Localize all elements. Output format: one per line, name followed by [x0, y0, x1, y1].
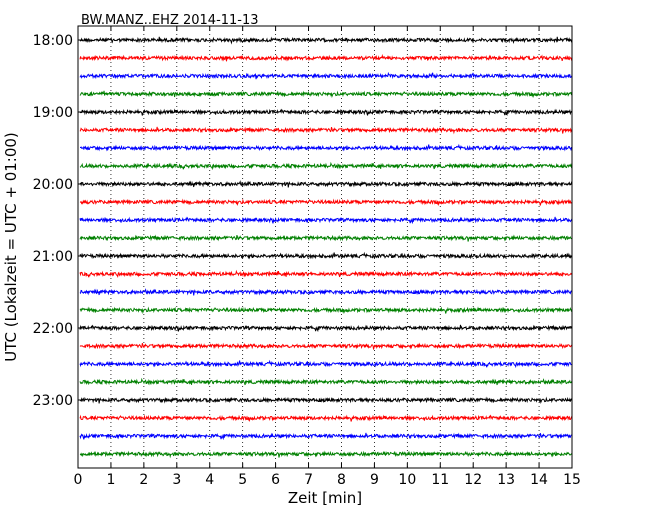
x-tick-label-1: 1 — [106, 472, 115, 488]
trace-2030 — [79, 216, 573, 225]
trace-2115 — [79, 269, 573, 279]
vertical-grid — [110, 26, 540, 468]
y-ticks: 18:00 19:00 20:00 21:00 22:00 23:00 — [33, 33, 572, 409]
chart-title: BW.MANZ..EHZ 2014-11-13 — [81, 13, 259, 28]
trace-2145 — [79, 306, 573, 315]
x-tick-label-4: 4 — [205, 472, 214, 488]
trace-1915 — [79, 126, 573, 135]
trace-2230 — [79, 359, 573, 369]
y-tick-label-2300: 23:00 — [33, 393, 73, 409]
trace-2000 — [79, 180, 573, 188]
y-tick-label-1800: 18:00 — [33, 33, 73, 49]
trace-2315 — [79, 414, 573, 423]
trace-2130 — [79, 288, 573, 296]
x-tick-label-5: 5 — [238, 472, 247, 488]
x-tick-label-2: 2 — [139, 472, 148, 488]
x-tick-label-13: 13 — [497, 472, 515, 488]
x-tick-label-11: 11 — [431, 472, 449, 488]
trace-1830 — [79, 71, 573, 80]
y-tick-label-2000: 20:00 — [33, 177, 73, 193]
trace-1845 — [79, 90, 573, 99]
plot-frame — [77, 25, 573, 469]
trace-2300 — [79, 396, 573, 404]
x-tick-label-8: 8 — [337, 472, 346, 488]
trace-1945 — [79, 161, 573, 171]
y-axis-label: UTC (Lokalzeit = UTC + 01:00) — [2, 132, 20, 362]
trace-2015 — [79, 198, 573, 207]
trace-1815 — [79, 53, 573, 62]
y-tick-label-2100: 21:00 — [33, 249, 73, 265]
x-tick-label-12: 12 — [464, 472, 482, 488]
seismic-traces — [79, 36, 573, 459]
trace-2245 — [79, 377, 573, 386]
trace-2215 — [79, 342, 573, 350]
trace-1900 — [79, 108, 573, 117]
trace-2345 — [79, 450, 573, 459]
trace-2100 — [79, 251, 573, 260]
x-tick-label-9: 9 — [370, 472, 379, 488]
trace-2200 — [79, 324, 573, 333]
x-tick-label-14: 14 — [530, 472, 548, 488]
x-tick-label-7: 7 — [304, 472, 313, 488]
y-tick-label-1900: 19:00 — [33, 105, 73, 121]
x-ticks: 0 1 2 3 4 5 6 7 8 9 10 11 12 13 14 15 — [74, 26, 581, 488]
trace-2045 — [79, 234, 573, 242]
x-tick-label-0: 0 — [74, 472, 83, 488]
trace-1800 — [79, 36, 573, 45]
x-tick-label-3: 3 — [172, 472, 181, 488]
trace-1930 — [80, 143, 573, 152]
x-tick-label-10: 10 — [398, 472, 416, 488]
trace-2330 — [79, 432, 573, 441]
y-tick-label-2200: 22:00 — [33, 321, 73, 337]
x-tick-label-6: 6 — [271, 472, 280, 488]
x-axis-label: Zeit [min] — [288, 489, 362, 507]
x-tick-label-15: 15 — [563, 472, 581, 488]
